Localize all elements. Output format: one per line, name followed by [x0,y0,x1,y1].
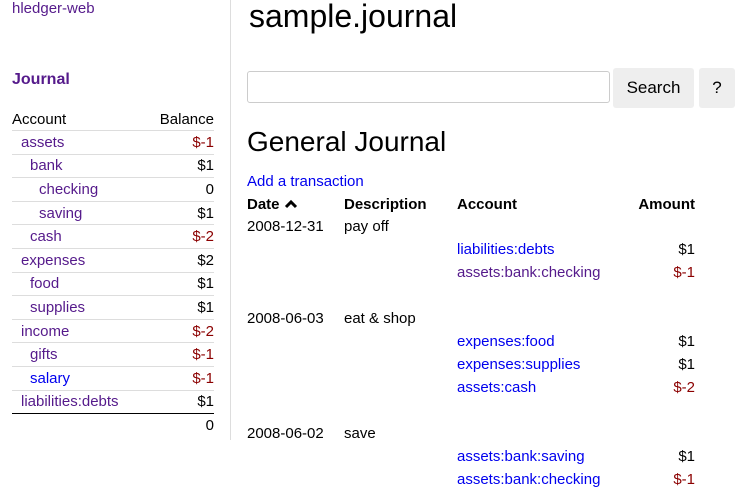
posting-account-link[interactable]: assets:cash [457,379,537,396]
date-header-label: Date [247,196,280,213]
posting-row: liabilities:debts $1 [247,238,695,261]
account-header: Account [12,110,67,128]
account-link[interactable]: salary [30,369,71,387]
search-button[interactable]: Search [613,68,694,108]
account-link[interactable]: saving [39,204,83,222]
balance-table: Account Balance assets $-1 bank $1 checking 0… [12,108,214,437]
add-transaction-link[interactable]: Add a transaction [247,173,364,190]
posting-row: assets:bank:saving $1 [247,445,695,468]
balance-row: checking 0 [12,177,214,202]
posting-amount: $1 [678,333,695,350]
search-input[interactable] [247,71,610,103]
balance-amount: $-2 [145,224,214,249]
account-column-header: Account [457,196,517,213]
posting-amount: $-1 [673,471,695,488]
balance-row: supplies $1 [12,295,214,320]
posting-amount: $1 [678,241,695,258]
account-link[interactable]: assets [21,133,65,151]
posting-row: expenses:food $1 [247,330,695,353]
posting-amount: $1 [678,356,695,373]
balance-amount: $-1 [145,365,214,391]
journal-table: Date Description Account Amount 2008-12-… [247,194,695,491]
posting-row: assets:bank:checking $-1 [247,468,695,491]
transaction-date: 2008-06-02 [247,425,324,442]
total-balance: 0 [145,413,214,437]
balance-row: gifts $-1 [12,342,214,367]
sidebar: hledger-web Journal Account Balance asse… [0,0,231,440]
account-link[interactable]: food [30,275,60,293]
transaction-row: 2008-12-31 pay off [247,215,695,238]
balance-row: cash $-2 [12,224,214,249]
balance-amount: $-1 [145,130,214,155]
posting-row: assets:bank:checking $-1 [247,261,695,284]
balance-row: assets $-1 [12,130,214,155]
posting-account-link[interactable]: assets:bank:checking [457,471,601,488]
posting-account-link[interactable]: liabilities:debts [457,241,555,258]
balance-header: Balance [159,110,214,128]
balance-amount: $2 [145,247,214,273]
page-title: sample.journal [249,0,458,34]
total-row: 0 [12,413,214,437]
chevron-up-icon[interactable] [284,199,298,209]
balance-amount: $1 [145,271,214,296]
balance-amount: $1 [145,200,214,225]
transaction-description: save [344,425,376,442]
posting-amount: $1 [678,448,695,465]
journal-heading: General Journal [247,126,447,157]
balance-row: liabilities:debts $1 [12,389,214,414]
transaction-date: 2008-06-03 [247,310,324,327]
posting-account-link[interactable]: expenses:supplies [457,356,581,373]
account-link[interactable]: income [21,322,70,340]
transaction-row: 2008-06-03 eat & shop [247,307,695,330]
balance-row: bank $1 [12,153,214,178]
journal-link[interactable]: Journal [12,71,70,88]
balance-amount: $-2 [145,318,214,343]
balance-row: income $-2 [12,318,214,343]
transaction-row: 2008-06-02 save [247,422,695,445]
posting-account-link[interactable]: assets:bank:saving [457,448,585,465]
posting-row: expenses:supplies $1 [247,353,695,376]
balance-row: salary $-1 [12,365,214,391]
posting-amount: $-1 [673,264,695,281]
transaction-description: pay off [344,218,389,235]
posting-row: assets:cash $-2 [247,376,695,399]
description-column-header: Description [344,196,427,213]
balance-row: expenses $2 [12,247,214,273]
account-link[interactable]: checking [39,180,99,198]
account-link[interactable]: gifts [30,346,58,364]
balance-amount: $1 [145,153,214,178]
balance-row: food $1 [12,271,214,296]
account-link[interactable]: supplies [30,298,86,316]
logo-link[interactable]: hledger-web [12,0,95,17]
balance-amount: $-1 [145,342,214,367]
transaction-date: 2008-12-31 [247,218,324,235]
posting-amount: $-2 [673,379,695,396]
date-column-header[interactable]: Date [247,194,344,215]
amount-column-header: Amount [638,196,695,213]
posting-account-link[interactable]: assets:bank:checking [457,264,601,281]
account-link[interactable]: liabilities:debts [21,393,119,411]
help-button[interactable]: ? [699,68,735,108]
balance-row: saving $1 [12,200,214,225]
posting-account-link[interactable]: expenses:food [457,333,555,350]
account-link[interactable]: bank [30,157,63,175]
balance-amount: $1 [145,295,214,320]
balance-amount: $1 [145,389,214,414]
account-link[interactable]: cash [30,228,62,246]
account-link[interactable]: expenses [21,251,86,269]
transaction-description: eat & shop [344,310,416,327]
balance-amount: 0 [145,177,214,202]
